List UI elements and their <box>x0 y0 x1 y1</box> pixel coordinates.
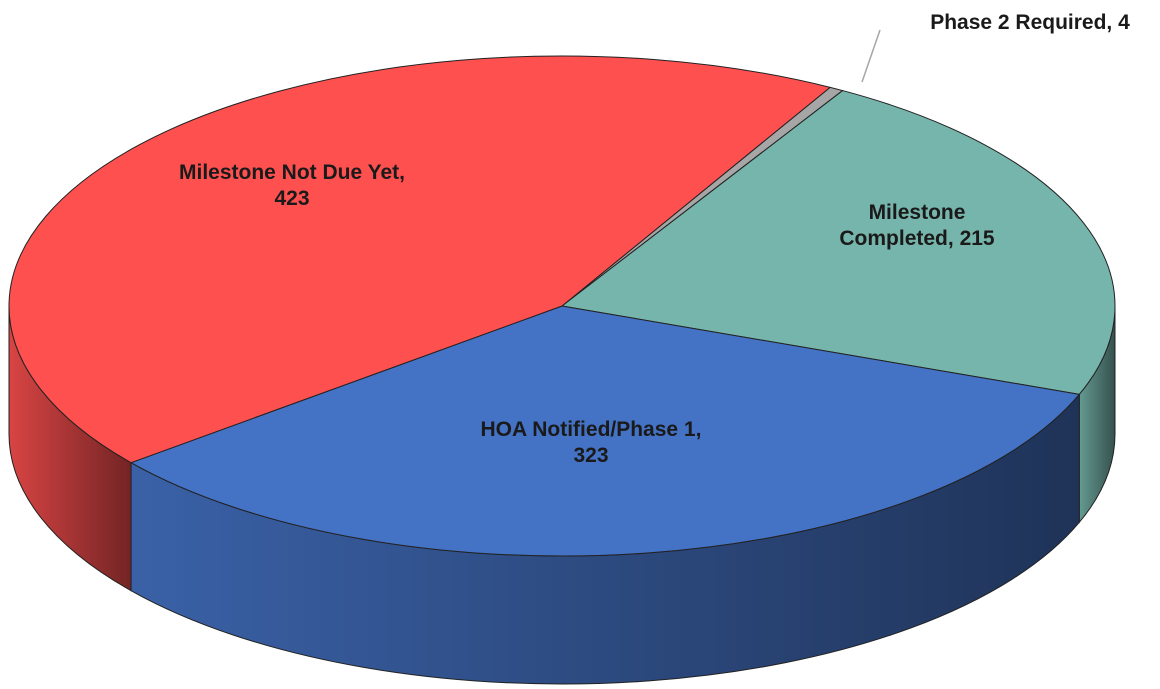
label-value: 423 <box>274 187 310 210</box>
label-category: Milestone Completed <box>839 201 966 250</box>
label-separator: , <box>1106 11 1113 34</box>
slice <box>560 90 1116 395</box>
data-label: Phase 2 Required, 4 <box>900 10 1160 36</box>
slice <box>8 55 832 464</box>
label-category: Phase 2 Required <box>930 11 1107 34</box>
data-label: Milestone Not Due Yet, 423 <box>161 160 423 212</box>
slice <box>129 305 1081 557</box>
label-separator: , <box>947 227 954 250</box>
data-label: Milestone Completed, 215 <box>817 200 1017 252</box>
label-separator: , <box>695 418 702 441</box>
label-value: 215 <box>959 227 995 250</box>
label-value: 323 <box>573 444 609 467</box>
label-value: 4 <box>1118 11 1130 34</box>
data-label: HOA Notified/Phase 1, 323 <box>466 417 716 469</box>
label-category: Milestone Not Due Yet <box>179 161 400 184</box>
label-separator: , <box>399 161 405 184</box>
label-category: HOA Notified/Phase 1 <box>480 418 696 441</box>
leader-line <box>861 29 881 83</box>
